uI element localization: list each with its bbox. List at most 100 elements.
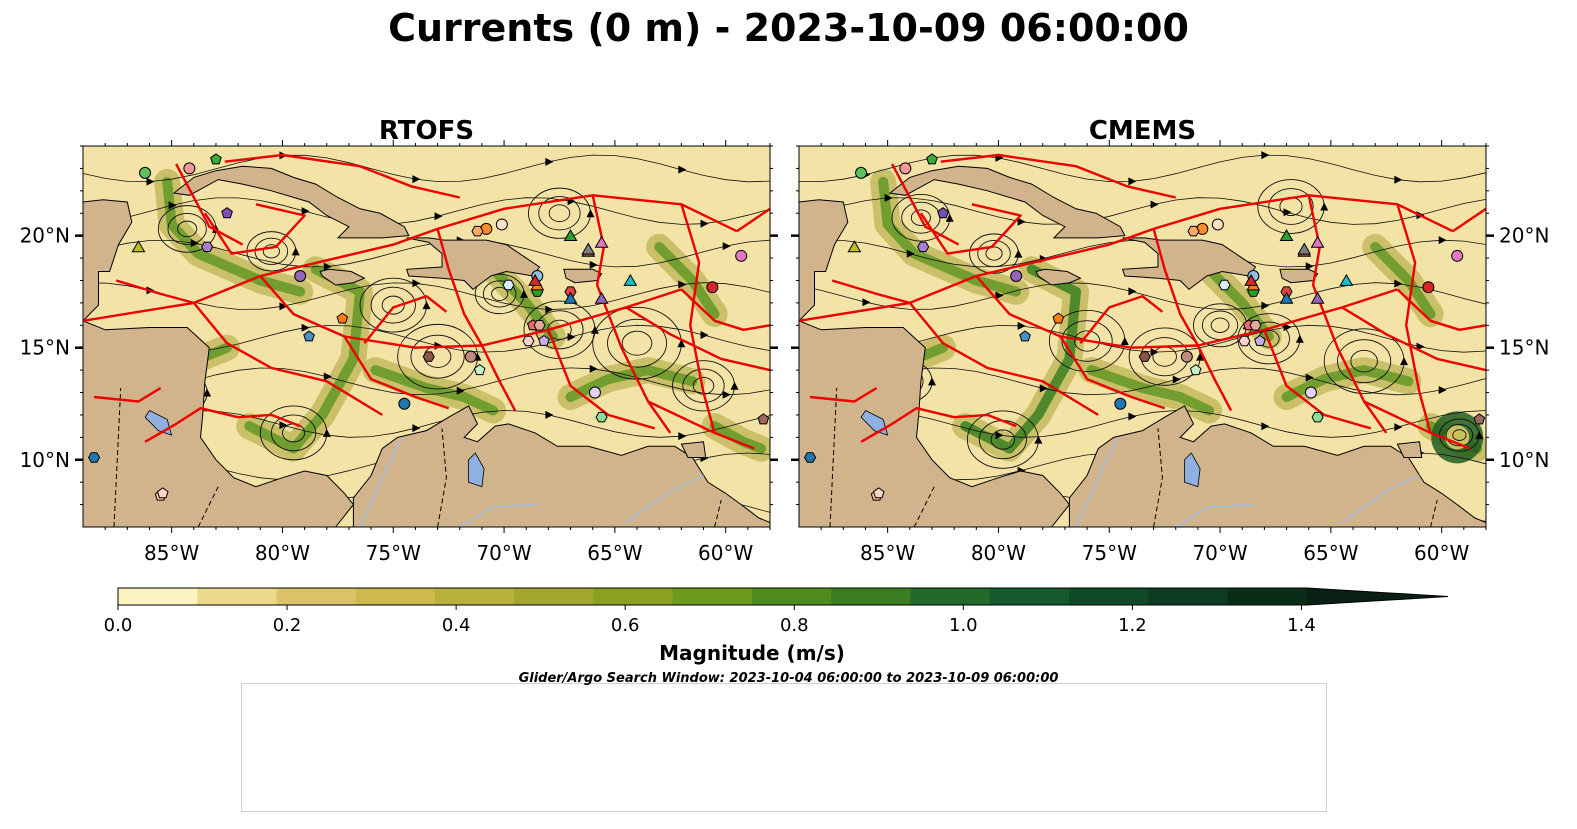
map-panel-cmems: CMEMS 85°W 80°W 75°W 70°W 65°W 60°W 20°N 15°N 10°… (791, 116, 1549, 565)
streamline-loop (1074, 330, 1101, 352)
colorbar: 0.0 0.2 0.4 0.6 0.8 1.0 1.2 1.4 Magnitude (m/s) (104, 587, 1449, 665)
streamline-arrow (927, 377, 936, 386)
map-marker (1138, 351, 1151, 362)
x-tick-label: 60°W (1414, 541, 1469, 565)
streamline-arrow (412, 424, 421, 433)
streamline-arrow (323, 372, 332, 381)
colorbar-segment (1069, 588, 1149, 605)
map-marker (757, 413, 770, 425)
colorbar-tick-label: 1.4 (1287, 615, 1316, 636)
map-marker (495, 218, 508, 231)
colorbar-segment (910, 588, 991, 605)
river (625, 474, 704, 524)
eez-boundary (1059, 335, 1166, 410)
streamline-arrow (1283, 323, 1292, 332)
streamline-loop (1350, 349, 1378, 373)
colorbar-tick-label: 0.6 (611, 615, 640, 636)
current-band-core (1086, 365, 1214, 416)
streamline-arrow (1475, 431, 1484, 440)
colorbar-outline (117, 587, 1449, 606)
x-tick-label: 75°W (366, 541, 421, 565)
map-marker (847, 240, 862, 253)
colorbar-segment (672, 588, 753, 605)
streamline-arrow (1305, 262, 1314, 271)
streamline-loop (177, 220, 198, 238)
river (359, 437, 403, 527)
current-band-core (565, 365, 698, 402)
streamline-arrow (1283, 208, 1292, 217)
river (459, 503, 538, 527)
border (829, 387, 838, 527)
map-marker (1187, 225, 1200, 237)
eez-boundary (144, 407, 301, 443)
eez-boundary (83, 194, 738, 322)
map-marker (471, 225, 484, 237)
map-marker (1180, 350, 1193, 363)
streamline-loop (538, 196, 581, 231)
eez-boundary (891, 163, 960, 246)
streamline-loop (910, 209, 931, 226)
streamline-arrow (301, 323, 310, 332)
map-marker (131, 240, 146, 253)
eez-boundary (436, 228, 517, 412)
streamline-arrow (190, 239, 199, 248)
map-marker (937, 207, 949, 219)
map-marker (581, 242, 596, 255)
map-marker (1244, 273, 1259, 286)
map-panel-rtofs: RTOFS 85°W 80°W 75°W 70°W 65°W 60°W 20°N 15°N 10°… (20, 116, 778, 565)
eez-boundary (831, 279, 911, 305)
eez-boundary (363, 295, 448, 344)
streamline-arrow (1305, 373, 1314, 382)
eez-boundary (1079, 295, 1164, 344)
eez-boundary (224, 153, 460, 199)
map-marker (183, 162, 196, 175)
streamline-arrow (422, 301, 431, 310)
colorbar-segment (989, 588, 1070, 605)
eez-boundary (860, 407, 1017, 443)
streamline-arrow (545, 157, 554, 166)
land (1121, 237, 1257, 291)
map-marker (139, 166, 152, 179)
streamline-arrow (323, 262, 332, 271)
y-tick-label: 20°N (20, 224, 70, 248)
map-marker (422, 351, 435, 362)
streamline-arrow (1128, 412, 1137, 421)
colorbar-segment (197, 588, 277, 605)
current-band-core (1370, 241, 1436, 320)
lake (468, 452, 485, 488)
land (319, 268, 366, 286)
eez-boundary (919, 203, 1022, 255)
map-marker (473, 363, 486, 376)
map-marker (1114, 397, 1127, 410)
eez-boundary (680, 203, 716, 434)
streamline-loop (482, 280, 517, 308)
streamline-arrow (1320, 202, 1329, 211)
eez-boundary (647, 400, 755, 450)
map-marker (926, 153, 938, 165)
map-content (83, 146, 770, 527)
map-marker (735, 249, 748, 262)
map-marker (533, 320, 546, 331)
streamline-loop (491, 286, 509, 301)
streamline-arrow (1261, 151, 1270, 160)
streamline-arrow (1017, 321, 1026, 330)
x-tick-label: 70°W (476, 541, 531, 565)
streamline-loop (410, 334, 465, 379)
streamline-arrow (1017, 217, 1026, 226)
streamline-arrow (1394, 423, 1403, 432)
streamline-arrow (1196, 352, 1205, 361)
map-marker (502, 279, 515, 291)
eez-boundary (1152, 228, 1233, 412)
eez-boundary (203, 203, 306, 255)
streamline-arrow (1438, 385, 1447, 394)
streamline-arrow (146, 177, 155, 186)
land (1035, 268, 1082, 286)
land (799, 199, 849, 322)
streamline-arrow (1014, 249, 1023, 258)
streamline-arrow (589, 260, 598, 269)
streamline-arrow (291, 247, 300, 256)
streamline-arrow (567, 332, 576, 341)
streamline-arrow (1172, 375, 1181, 384)
eez-boundary (547, 329, 656, 430)
colorbar-segment (276, 588, 357, 605)
